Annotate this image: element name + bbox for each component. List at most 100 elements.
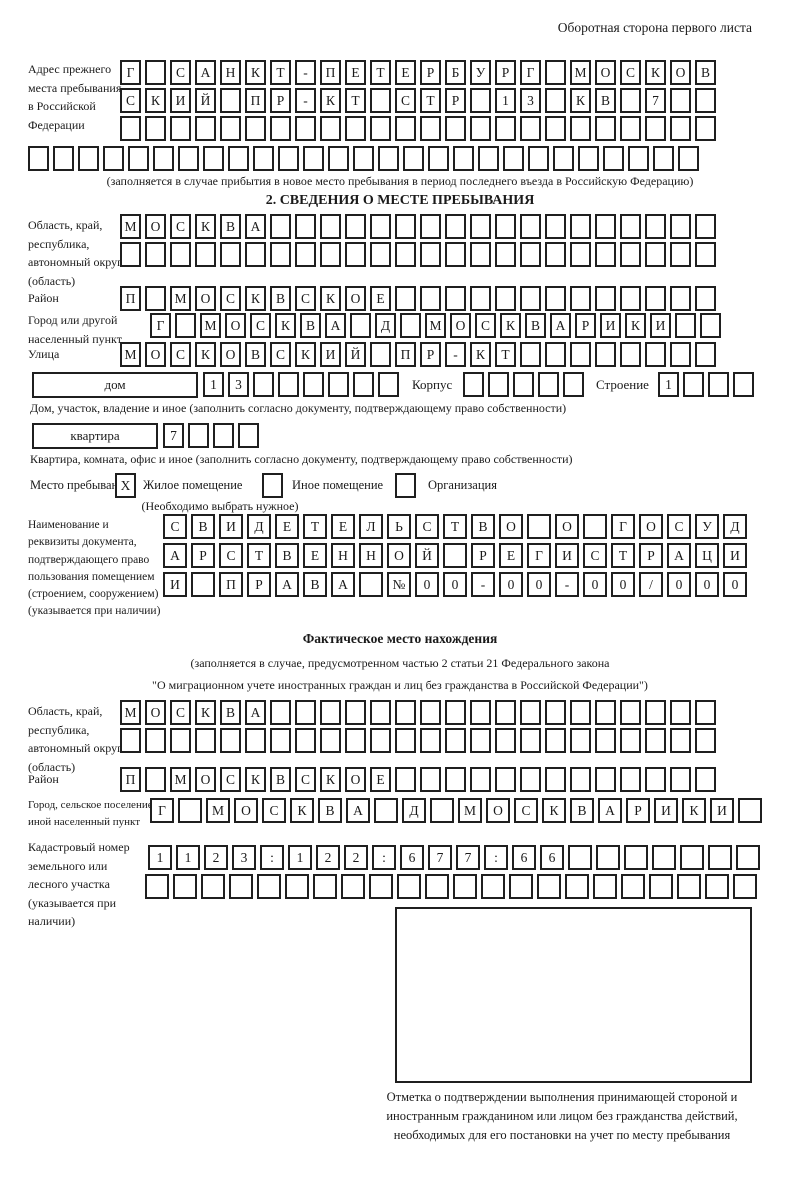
char-cell[interactable]: Л	[359, 514, 383, 539]
char-cell[interactable]	[175, 313, 196, 338]
char-cell[interactable]	[395, 242, 416, 267]
char-cell[interactable]: И	[219, 514, 243, 539]
char-cell[interactable]: Д	[247, 514, 271, 539]
char-cell[interactable]	[359, 572, 383, 597]
char-cell[interactable]	[345, 700, 366, 725]
char-cell[interactable]	[443, 543, 467, 568]
char-cell[interactable]	[320, 116, 341, 141]
char-cell[interactable]	[238, 423, 259, 448]
char-cell[interactable]	[570, 242, 591, 267]
char-cell[interactable]	[345, 214, 366, 239]
char-cell[interactable]	[445, 116, 466, 141]
char-cell[interactable]: Т	[303, 514, 327, 539]
char-cell[interactable]: Й	[345, 342, 366, 367]
char-cell[interactable]	[145, 116, 166, 141]
char-cell[interactable]: 1	[176, 845, 200, 870]
char-cell[interactable]	[445, 242, 466, 267]
char-cell[interactable]: К	[570, 88, 591, 113]
char-cell[interactable]	[295, 116, 316, 141]
char-cell[interactable]	[695, 116, 716, 141]
char-cell[interactable]: 1	[288, 845, 312, 870]
char-cell[interactable]: Р	[626, 798, 650, 823]
char-cell[interactable]	[620, 728, 641, 753]
char-cell[interactable]: Р	[495, 60, 516, 85]
char-cell[interactable]	[395, 116, 416, 141]
char-cell[interactable]: 0	[443, 572, 467, 597]
char-cell[interactable]: О	[145, 214, 166, 239]
char-cell[interactable]: Т	[611, 543, 635, 568]
char-cell[interactable]	[170, 728, 191, 753]
char-cell[interactable]	[683, 372, 704, 397]
char-cell[interactable]	[645, 342, 666, 367]
char-cell[interactable]: Р	[575, 313, 596, 338]
char-cell[interactable]	[257, 874, 281, 899]
char-cell[interactable]: Д	[402, 798, 426, 823]
char-cell[interactable]	[520, 242, 541, 267]
char-cell[interactable]: С	[170, 342, 191, 367]
char-cell[interactable]: Ц	[695, 543, 719, 568]
char-cell[interactable]	[481, 874, 505, 899]
char-cell[interactable]: Р	[420, 342, 441, 367]
char-cell[interactable]	[369, 874, 393, 899]
char-cell[interactable]	[495, 286, 516, 311]
char-cell[interactable]	[178, 798, 202, 823]
char-cell[interactable]: О	[486, 798, 510, 823]
char-cell[interactable]: 1	[203, 372, 224, 397]
char-cell[interactable]: О	[225, 313, 246, 338]
char-cell[interactable]: О	[670, 60, 691, 85]
char-cell[interactable]	[520, 728, 541, 753]
char-cell[interactable]	[245, 728, 266, 753]
char-cell[interactable]	[453, 874, 477, 899]
char-cell[interactable]: -	[295, 60, 316, 85]
char-cell[interactable]: А	[346, 798, 370, 823]
char-cell[interactable]: С	[475, 313, 496, 338]
char-cell[interactable]	[595, 242, 616, 267]
char-cell[interactable]	[420, 286, 441, 311]
char-cell[interactable]	[645, 767, 666, 792]
char-cell[interactable]	[430, 798, 454, 823]
char-cell[interactable]: К	[290, 798, 314, 823]
char-cell[interactable]	[220, 242, 241, 267]
char-cell[interactable]	[628, 146, 649, 171]
char-cell[interactable]	[378, 372, 399, 397]
char-cell[interactable]	[708, 372, 729, 397]
char-cell[interactable]: М	[170, 286, 191, 311]
char-cell[interactable]	[145, 874, 169, 899]
char-cell[interactable]	[578, 146, 599, 171]
char-cell[interactable]	[370, 242, 391, 267]
char-cell[interactable]	[537, 874, 561, 899]
char-cell[interactable]	[670, 286, 691, 311]
char-cell[interactable]	[545, 728, 566, 753]
char-cell[interactable]: А	[245, 700, 266, 725]
char-cell[interactable]: :	[260, 845, 284, 870]
char-cell[interactable]	[624, 845, 648, 870]
char-cell[interactable]	[220, 728, 241, 753]
char-cell[interactable]: К	[625, 313, 646, 338]
char-cell[interactable]	[445, 700, 466, 725]
char-cell[interactable]	[700, 313, 721, 338]
char-cell[interactable]: М	[120, 700, 141, 725]
char-cell[interactable]	[53, 146, 74, 171]
checkbox-inoe-pomeshchenie[interactable]	[262, 473, 283, 498]
char-cell[interactable]: :	[372, 845, 396, 870]
char-cell[interactable]: О	[345, 286, 366, 311]
checkbox-organizatsiya[interactable]	[395, 473, 416, 498]
char-cell[interactable]: И	[555, 543, 579, 568]
char-cell[interactable]: К	[145, 88, 166, 113]
char-cell[interactable]	[520, 767, 541, 792]
char-cell[interactable]	[570, 342, 591, 367]
char-cell[interactable]: Т	[420, 88, 441, 113]
char-cell[interactable]	[570, 700, 591, 725]
char-cell[interactable]: 1	[495, 88, 516, 113]
char-cell[interactable]	[570, 286, 591, 311]
char-cell[interactable]: И	[723, 543, 747, 568]
char-cell[interactable]	[653, 146, 674, 171]
char-cell[interactable]	[220, 116, 241, 141]
char-cell[interactable]: В	[303, 572, 327, 597]
char-cell[interactable]: С	[163, 514, 187, 539]
char-cell[interactable]	[670, 767, 691, 792]
char-cell[interactable]	[188, 423, 209, 448]
char-cell[interactable]: Й	[195, 88, 216, 113]
char-cell[interactable]	[670, 88, 691, 113]
char-cell[interactable]	[520, 116, 541, 141]
